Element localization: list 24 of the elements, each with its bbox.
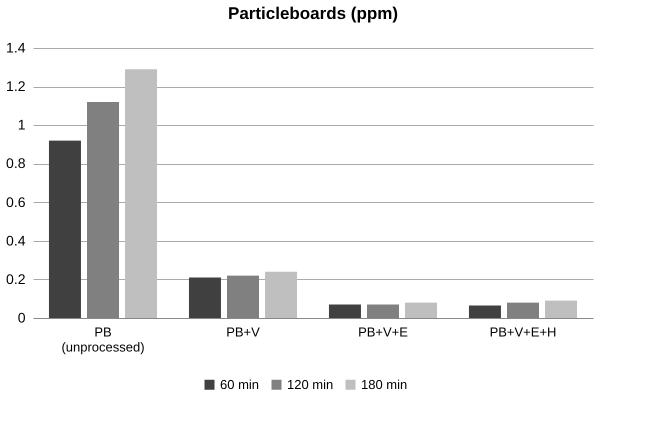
chart-title: Particleboards (ppm) (228, 4, 398, 23)
y-tick-label: 1 (18, 116, 26, 133)
bar (405, 302, 438, 318)
y-tick-label: 0.8 (6, 155, 26, 172)
x-tick-label: PB+V+E+H (490, 324, 556, 340)
bar (265, 272, 298, 318)
y-tick-label: 0.4 (6, 232, 26, 248)
legend-label: 120 min (287, 376, 334, 392)
y-tick-label: 1.2 (6, 78, 26, 94)
x-tick-label: PB+V (226, 324, 260, 340)
bar (125, 69, 158, 318)
y-tick-label: 0.2 (6, 270, 26, 287)
y-tick-label: 1.4 (6, 40, 26, 56)
x-tick-label: PB+V+E (358, 324, 408, 340)
legend-label: 60 min (220, 376, 260, 392)
bar (48, 140, 81, 318)
bar (545, 300, 578, 318)
x-tick-label: PB (unprocessed) (61, 324, 145, 354)
y-tick-label: 0 (18, 310, 26, 326)
legend-label: 180 min (361, 376, 408, 392)
bar (468, 305, 501, 318)
y-tick-label: 0.6 (6, 194, 26, 210)
bar (328, 304, 361, 318)
bar (188, 278, 221, 318)
